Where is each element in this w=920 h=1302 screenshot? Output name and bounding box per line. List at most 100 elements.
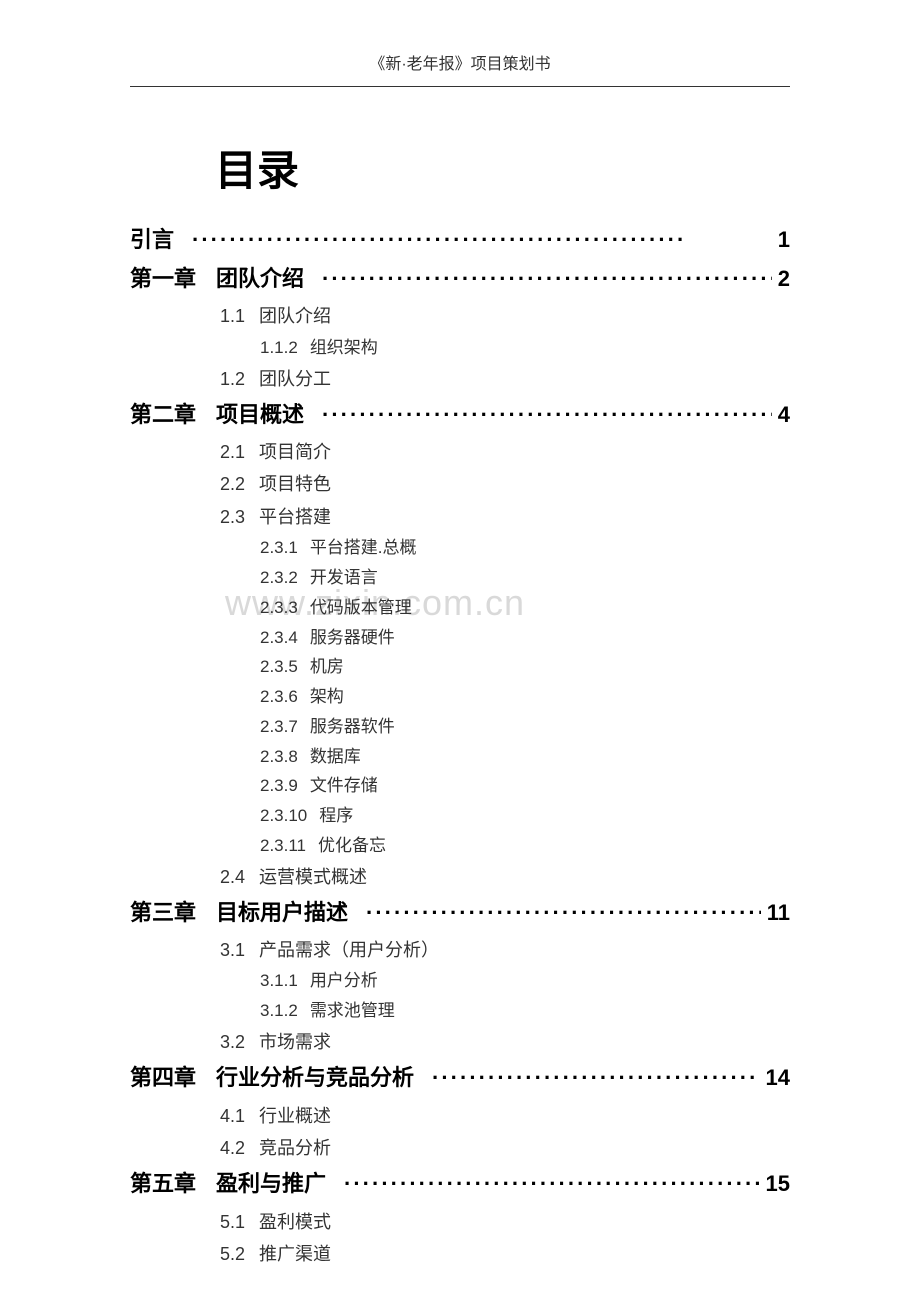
section-number: 2.2 [220, 474, 245, 494]
subsection-row: 2.3.6 架构 [260, 682, 790, 712]
subsection-row: 2.3.1平台搭建.总概 [260, 533, 790, 563]
intro-label: 引言 [130, 222, 174, 257]
section-number: 2.3 [220, 507, 245, 527]
section-title: 开发语言 [310, 568, 378, 587]
section-number: 2.3.2 [260, 568, 298, 587]
leader-dots: ········································… [366, 895, 761, 930]
section-number: 5.2 [220, 1244, 245, 1264]
page-number: 14 [766, 1060, 790, 1095]
section-number: 2.3.4 [260, 628, 298, 647]
section-row: 2.3 平台搭建 [220, 501, 790, 533]
chapter-row: 第五章盈利与推广································… [130, 1166, 790, 1201]
section-title: 团队分工 [259, 369, 331, 389]
chapter-row: 第三章目标用户描述 ·······························… [130, 895, 790, 930]
page-number: 11 [767, 895, 790, 930]
section-title: 行业概述 [259, 1106, 331, 1126]
chapter-heading: 项目概述 [216, 397, 304, 432]
chapter-label: 第一章 [130, 261, 196, 296]
chapter-label: 第三章 [130, 895, 196, 930]
subsection-row: 2.3.7 服务器软件 [260, 712, 790, 742]
section-title: 程序 [319, 806, 353, 825]
section-title: 产品需求（用户分析） [259, 940, 439, 960]
section-title: 市场需求 [259, 1032, 331, 1052]
section-number: 2.3.8 [260, 747, 298, 766]
section-row: 2.1 项目简介 [220, 436, 790, 468]
section-row: 5.1盈利模式 [220, 1206, 790, 1238]
section-title: 服务器硬件 [310, 628, 395, 647]
chapter-heading: 目标用户描述 [216, 895, 348, 930]
section-number: 2.3.3 [260, 598, 298, 617]
section-title: 优化备忘 [318, 836, 386, 855]
subsection-row: 2.3.2 开发语言 [260, 563, 790, 593]
section-number: 2.4 [220, 867, 245, 887]
section-title: 需求池管理 [310, 1001, 395, 1020]
section-number: 3.1.1 [260, 971, 298, 990]
section-title: 组织架构 [310, 338, 378, 357]
leader-dots: ········································… [432, 1060, 759, 1095]
section-number: 2.3.9 [260, 776, 298, 795]
chapter-label: 第五章 [130, 1166, 196, 1201]
section-number: 2.3.10 [260, 806, 307, 825]
section-row: 3.2 市场需求 [220, 1026, 790, 1058]
section-row: 4.2 竞品分析 [220, 1132, 790, 1164]
toc-title: 目录 [215, 137, 790, 198]
section-number: 3.2 [220, 1032, 245, 1052]
section-row: 2.2 项目特色 [220, 468, 790, 500]
section-number: 2.1 [220, 442, 245, 462]
section-number: 2.3.1 [260, 538, 298, 557]
section-number: 2.3.11 [260, 836, 306, 855]
section-title: 服务器软件 [310, 717, 395, 736]
section-title: 数据库 [310, 747, 361, 766]
section-number: 2.3.5 [260, 657, 298, 676]
section-title: 项目特色 [259, 474, 331, 494]
chapter-heading: 盈利与推广 [216, 1166, 326, 1201]
section-title: 运营模式概述 [259, 867, 367, 887]
section-number: 1.1 [220, 306, 245, 326]
section-number: 1.2 [220, 369, 245, 389]
subsection-row: 2.3.9 文件存储 [260, 771, 790, 801]
chapter-row: 第二章项目概述 ·································… [130, 397, 790, 432]
section-title: 架构 [310, 687, 344, 706]
section-number: 4.2 [220, 1138, 245, 1158]
chapter-heading: 行业分析与竞品分析 [216, 1060, 414, 1095]
page-container: 《新·老年报》项目策划书 目录 引言······················… [0, 0, 920, 1270]
section-title: 推广渠道 [259, 1244, 331, 1264]
chapter-row: 第四章行业分析与竞品分析····························… [130, 1060, 790, 1095]
section-row: 4.1 行业概述 [220, 1100, 790, 1132]
subsection-row: 3.1.2 需求池管理 [260, 996, 790, 1026]
subsection-row: 2.3.4 服务器硬件 [260, 623, 790, 653]
subsection-row: 2.3.11 优化备忘 [260, 831, 790, 861]
page-number: 2 [778, 261, 790, 296]
section-number: 4.1 [220, 1106, 245, 1126]
section-title: 用户分析 [310, 971, 378, 990]
page-header: 《新·老年报》项目策划书 [130, 50, 790, 87]
subsection-row: 3.1.1 用户分析 [260, 966, 790, 996]
subsection-row: 2.3.10 程序 [260, 801, 790, 831]
section-title: 文件存储 [310, 776, 378, 795]
section-row: 2.4 运营模式概述 [220, 861, 790, 893]
intro-row: 引言······································… [130, 222, 790, 257]
section-title: 机房 [310, 657, 344, 676]
section-row: 1.2 团队分工 [220, 363, 790, 395]
section-number: 3.1.2 [260, 1001, 298, 1020]
section-row: 5.2 推广渠道 [220, 1238, 790, 1270]
section-row: 1.1团队介绍 [220, 300, 790, 332]
section-row: 3.1 产品需求（用户分析） [220, 934, 790, 966]
section-number: 2.3.6 [260, 687, 298, 706]
page-number: 1 [778, 222, 790, 257]
section-number: 2.3.7 [260, 717, 298, 736]
section-number: 3.1 [220, 940, 245, 960]
subsection-row: 2.3.3 代码版本管理 [260, 593, 790, 623]
chapter-label: 第二章 [130, 397, 196, 432]
section-title: 项目简介 [259, 442, 331, 462]
subsection-row: 1.1.2组织架构 [260, 333, 790, 363]
section-title: 代码版本管理 [310, 598, 412, 617]
chapter-heading: 团队介绍 [216, 261, 304, 296]
section-title: 平台搭建 [259, 507, 331, 527]
leader-dots: ········································… [322, 261, 772, 296]
section-title: 盈利模式 [259, 1212, 331, 1232]
page-number: 15 [766, 1166, 790, 1201]
leader-dots: ········································… [322, 397, 772, 432]
page-number: 4 [778, 397, 790, 432]
section-title: 竞品分析 [259, 1138, 331, 1158]
